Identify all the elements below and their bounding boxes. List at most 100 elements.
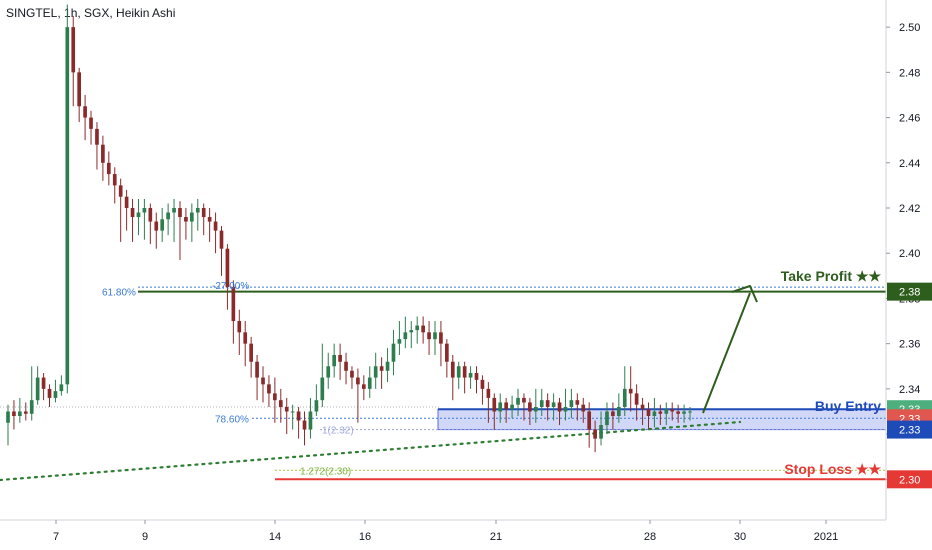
price-badge[interactable]: 2.38 <box>887 282 932 301</box>
candle-down[interactable] <box>284 397 289 435</box>
candle-down[interactable] <box>575 393 580 421</box>
candle-down[interactable] <box>207 208 212 242</box>
candle-down[interactable] <box>486 382 491 423</box>
price-axis[interactable]: 2.302.322.342.362.382.402.422.442.462.48… <box>885 0 932 520</box>
candle-up[interactable] <box>373 352 378 389</box>
candle-down[interactable] <box>249 336 253 378</box>
candle-down[interactable] <box>676 404 680 423</box>
candle-down[interactable] <box>545 393 550 421</box>
candle-down[interactable] <box>101 135 105 181</box>
candle-down[interactable] <box>427 321 431 355</box>
candle-up[interactable] <box>166 203 170 236</box>
candle-up[interactable] <box>320 343 325 407</box>
candle-down[interactable] <box>611 402 615 430</box>
candle-up[interactable] <box>409 321 414 349</box>
candle-down[interactable] <box>658 404 663 426</box>
candle-down[interactable] <box>201 203 206 236</box>
candle-up[interactable] <box>308 397 313 439</box>
candle-up[interactable] <box>367 366 372 398</box>
candle-down[interactable] <box>640 397 645 426</box>
candle-up[interactable] <box>136 198 141 236</box>
candle-up[interactable] <box>142 198 147 240</box>
price-badge[interactable]: 2.30 <box>887 470 932 489</box>
candle-up[interactable] <box>332 343 337 378</box>
candle-down[interactable] <box>148 203 153 245</box>
candle-up[interactable] <box>53 379 58 403</box>
candle-down[interactable] <box>296 406 301 439</box>
candle-down[interactable] <box>593 420 597 453</box>
candle-up[interactable] <box>652 397 657 428</box>
candle-up[interactable] <box>29 366 34 421</box>
price-badge[interactable]: 2.33 <box>887 420 932 439</box>
candle-up[interactable] <box>160 208 165 242</box>
candle-up[interactable] <box>516 388 520 416</box>
candle-up[interactable] <box>18 397 22 423</box>
candle-up[interactable] <box>599 411 603 446</box>
candle-down[interactable] <box>634 384 639 421</box>
candle-up[interactable] <box>533 388 538 423</box>
candle-down[interactable] <box>154 212 159 249</box>
candle-up[interactable] <box>622 366 627 416</box>
candle-down[interactable] <box>356 368 360 423</box>
candle-up[interactable] <box>682 404 686 423</box>
candle-up[interactable] <box>510 395 514 419</box>
candle-up[interactable] <box>664 402 669 426</box>
time-axis[interactable]: 7 9 14 16 21 28 30 2021 <box>0 519 886 543</box>
candle-down[interactable] <box>71 15 76 107</box>
candle-down[interactable] <box>628 366 633 412</box>
candle-down[interactable] <box>528 397 532 426</box>
candle-down[interactable] <box>480 375 485 405</box>
candle-down[interactable] <box>237 309 242 355</box>
candle-up[interactable] <box>688 406 692 421</box>
candles[interactable] <box>6 4 692 453</box>
candle-down[interactable] <box>273 377 277 423</box>
candle-down[interactable] <box>23 402 28 421</box>
candle-up[interactable] <box>498 393 503 423</box>
candle-up[interactable] <box>314 384 319 416</box>
candle-down[interactable] <box>278 388 283 423</box>
candle-down[interactable] <box>231 280 236 344</box>
candle-up[interactable] <box>456 361 461 389</box>
candle-down[interactable] <box>83 94 87 141</box>
candle-down[interactable] <box>225 244 230 310</box>
candle-down[interactable] <box>302 411 307 446</box>
candle-down[interactable] <box>338 343 342 380</box>
candle-up[interactable] <box>65 4 70 394</box>
candle-down[interactable] <box>267 375 271 407</box>
candle-up[interactable] <box>569 388 574 419</box>
candle-down[interactable] <box>130 198 135 242</box>
candle-down[interactable] <box>106 151 111 186</box>
candle-down[interactable] <box>255 354 259 401</box>
candle-down[interactable] <box>77 67 82 123</box>
candle-down[interactable] <box>47 384 52 407</box>
candle-down[interactable] <box>439 321 443 367</box>
candle-down[interactable] <box>12 400 16 430</box>
candle-up[interactable] <box>326 352 331 389</box>
candle-down[interactable] <box>670 402 675 421</box>
candle-up[interactable] <box>415 316 420 344</box>
candle-down[interactable] <box>350 366 354 389</box>
candle-down[interactable] <box>124 189 129 231</box>
candle-down[interactable] <box>450 354 455 401</box>
candle-down[interactable] <box>462 361 467 394</box>
candle-down[interactable] <box>581 397 586 423</box>
candle-up[interactable] <box>385 348 390 383</box>
candle-down[interactable] <box>646 402 651 430</box>
candle-down[interactable] <box>504 397 508 423</box>
candle-up[interactable] <box>563 388 568 421</box>
candle-down[interactable] <box>587 402 592 448</box>
candle-up[interactable] <box>172 198 176 242</box>
candle-down[interactable] <box>261 366 265 403</box>
candle-up[interactable] <box>403 316 408 349</box>
candle-up[interactable] <box>391 330 396 376</box>
candle-down[interactable] <box>522 393 526 421</box>
candle-down[interactable] <box>112 167 117 204</box>
candle-up[interactable] <box>468 366 473 389</box>
candle-up[interactable] <box>433 321 437 355</box>
candle-up[interactable] <box>616 393 621 423</box>
candle-up[interactable] <box>59 375 64 396</box>
candle-down[interactable] <box>243 321 248 367</box>
candle-down[interactable] <box>445 339 449 378</box>
candle-up[interactable] <box>605 402 609 435</box>
